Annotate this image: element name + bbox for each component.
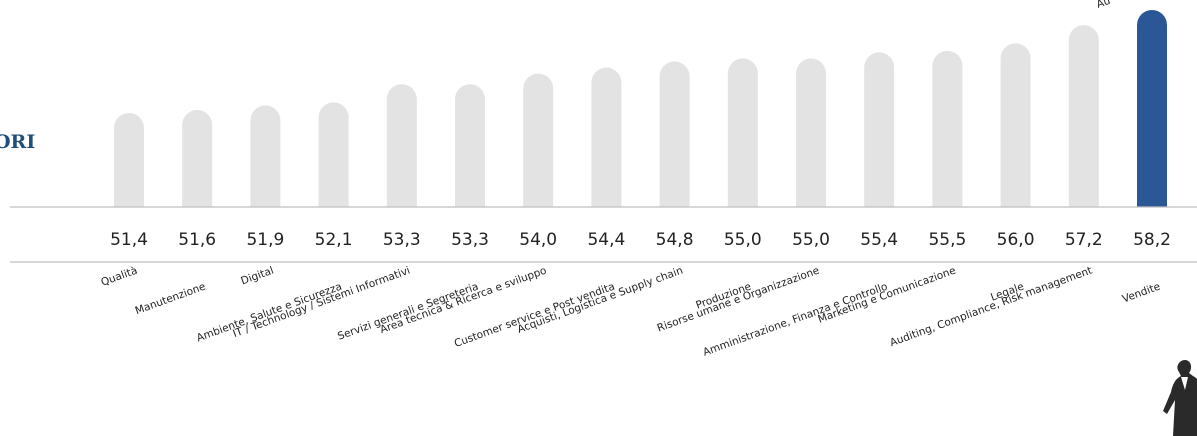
value-label-9: 54,8 — [656, 230, 694, 250]
value-label-3: 51,9 — [246, 230, 284, 250]
bar-12 — [864, 52, 895, 223]
bar-16 — [1137, 10, 1167, 223]
category-label-4: Ambiente, Salute e Sicurezza — [195, 281, 344, 345]
bars-group — [0, 10, 1197, 227]
bar-9 — [659, 61, 690, 223]
bar-2 — [182, 109, 213, 223]
value-label-1: 51,4 — [110, 230, 148, 250]
value-label-13: 55,5 — [928, 230, 966, 250]
axis-mask — [0, 207, 1197, 227]
partial-annotation: Au — [1095, 0, 1112, 11]
category-label-1: Qualità — [99, 265, 139, 289]
value-label-5: 53,3 — [383, 230, 421, 250]
bar-1 — [114, 113, 144, 223]
category-label-2: Manutenzione — [134, 281, 208, 318]
bar-11 — [796, 58, 826, 224]
bar-10 — [727, 58, 758, 224]
value-label-8: 54,4 — [587, 230, 625, 250]
value-label-4: 52,1 — [315, 230, 353, 250]
bar-5 — [386, 84, 417, 224]
bar-3 — [250, 105, 281, 223]
bar-6 — [455, 84, 485, 224]
value-label-15: 57,2 — [1065, 230, 1103, 250]
bar-4 — [318, 102, 349, 223]
page-title: ORI — [0, 131, 36, 153]
value-label-14: 56,0 — [997, 230, 1035, 250]
bar-15 — [1068, 25, 1099, 223]
value-label-16: 58,2 — [1133, 230, 1171, 250]
value-label-6: 53,3 — [451, 230, 489, 250]
value-label-10: 55,0 — [724, 230, 762, 250]
value-label-11: 55,0 — [792, 230, 830, 250]
businessman-silhouette-icon — [1163, 360, 1197, 436]
value-label-2: 51,6 — [178, 230, 216, 250]
value-label-12: 55,4 — [860, 230, 898, 250]
value-labels-group: 51,4 51,6 51,9 52,1 53,3 53,3 54,0 54,4 54,8 55,0… — [110, 230, 1171, 250]
category-label-3: Digital — [239, 265, 275, 288]
bar-14 — [1000, 43, 1031, 223]
bar-13 — [932, 50, 963, 223]
bar-8 — [591, 67, 622, 223]
category-label-13: Marketing e Comunicazione — [816, 265, 957, 326]
bar-7 — [523, 73, 554, 223]
category-label-16: Vendite — [1121, 281, 1162, 306]
value-label-7: 54,0 — [519, 230, 557, 250]
